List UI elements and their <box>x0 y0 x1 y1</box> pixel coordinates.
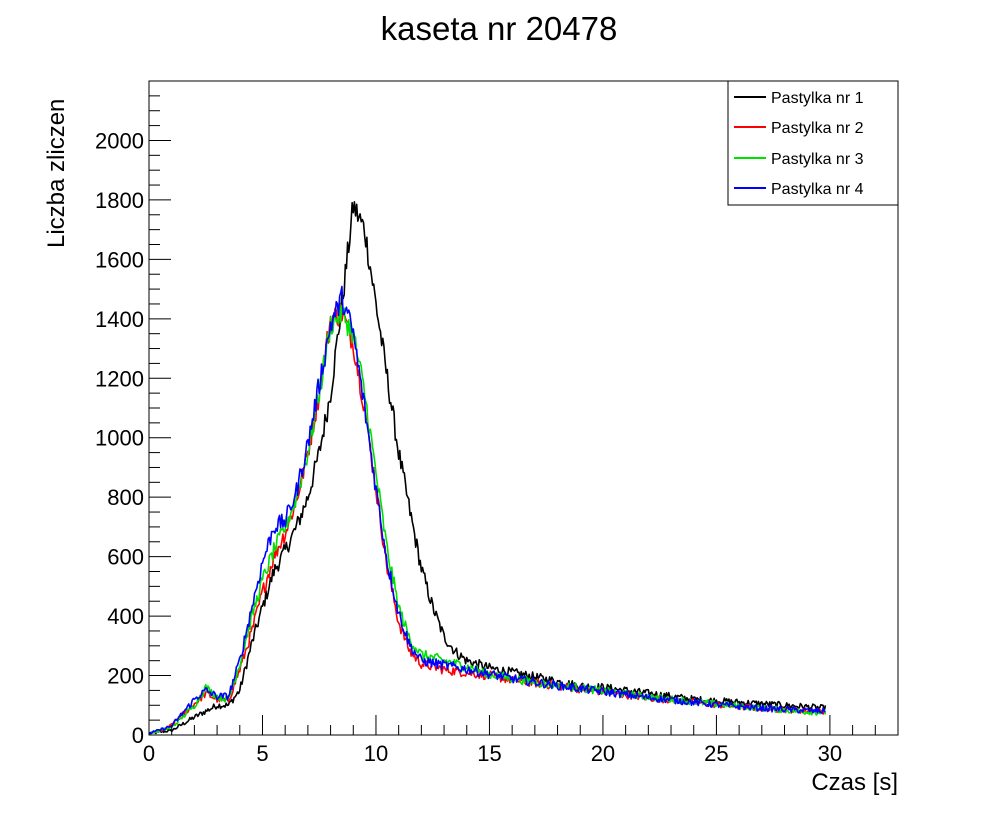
y-tick-label: 2000 <box>95 128 144 153</box>
y-tick-label: 0 <box>132 723 144 748</box>
series-layer <box>148 201 827 736</box>
y-tick-label: 1400 <box>95 307 144 332</box>
legend: Pastylka nr 1 Pastylka nr 2 Pastylka nr … <box>727 80 899 206</box>
legend-label-1: Pastylka nr 1 <box>771 90 864 107</box>
y-axis-title: Liczba zliczen <box>43 99 70 248</box>
legend-box <box>727 80 899 206</box>
y-tick-label: 1200 <box>95 366 144 391</box>
x-tick-label: 5 <box>256 741 268 766</box>
y-tick-label: 600 <box>107 545 144 570</box>
series-line-3 <box>148 302 827 736</box>
y-tick-label: 800 <box>107 485 144 510</box>
y-tick-label: 1000 <box>95 426 144 451</box>
series-line-4 <box>148 285 826 735</box>
legend-label-2: Pastylka nr 2 <box>771 120 864 137</box>
x-tick-label: 30 <box>818 741 842 766</box>
x-tick-label: 20 <box>591 741 615 766</box>
legend-label-4: Pastylka nr 4 <box>771 181 864 198</box>
y-tick-label: 1600 <box>95 247 144 272</box>
x-tick-label: 0 <box>143 741 155 766</box>
chart-title: kaseta nr 20478 <box>381 10 618 47</box>
axes-layer: 0 5 10 15 20 25 30 0 200 400 600 800 1000 1200 1400 160… <box>95 80 899 766</box>
x-tick-label: 15 <box>477 741 501 766</box>
y-tick-label: 1800 <box>95 188 144 213</box>
y-tick-label: 400 <box>107 604 144 629</box>
x-tick-label: 10 <box>364 741 388 766</box>
y-tick-label: 200 <box>107 664 144 689</box>
legend-label-3: Pastylka nr 3 <box>771 151 864 168</box>
x-tick-label: 25 <box>704 741 728 766</box>
x-axis-title: Czas [s] <box>811 769 898 796</box>
